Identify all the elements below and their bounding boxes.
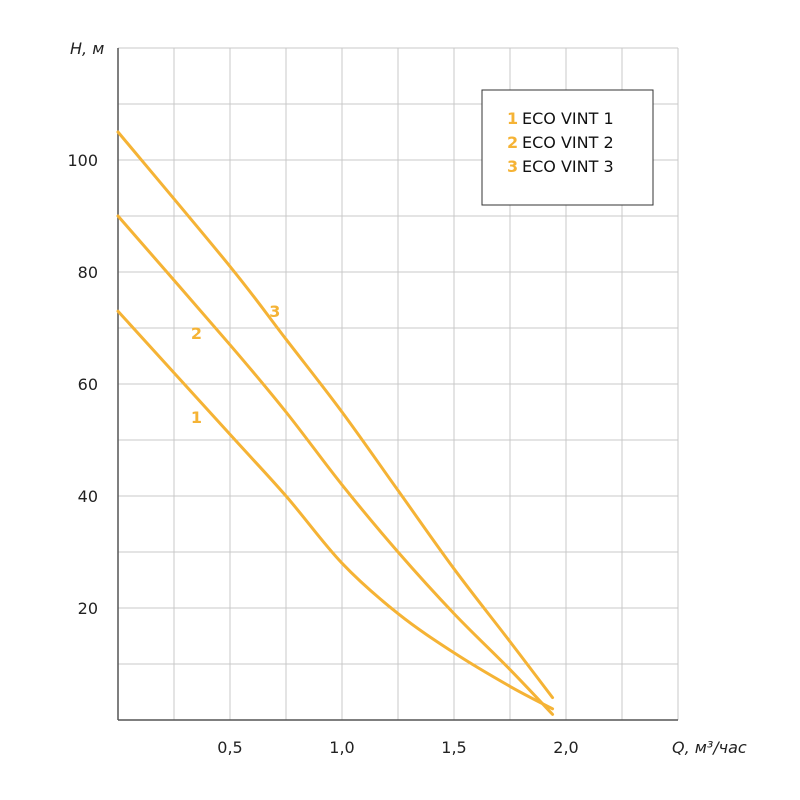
y-tick-label: 20 bbox=[78, 599, 98, 618]
curve-labels: 1 2 3 bbox=[191, 302, 281, 427]
curve-eco-vint-2 bbox=[116, 214, 555, 716]
legend-box bbox=[481, 89, 654, 206]
x-tick-label: 0,5 bbox=[217, 738, 242, 757]
axes bbox=[117, 48, 678, 721]
x-tick-label: 1,5 bbox=[441, 738, 466, 757]
y-tick-label: 60 bbox=[78, 375, 98, 394]
tick-labels: 0,5 1,0 1,5 2,0 20 40 60 80 100 bbox=[67, 151, 578, 757]
legend-item-label: ECO VINT 3 bbox=[522, 157, 614, 176]
x-axis-label: Q, м³/час bbox=[672, 738, 747, 757]
legend: 1 ECO VINT 12 ECO VINT 23 ECO VINT 3 bbox=[481, 89, 654, 206]
legend-item-number: 2 bbox=[507, 133, 518, 152]
y-tick-label: 80 bbox=[78, 263, 98, 282]
curve-number-label: 1 bbox=[191, 408, 202, 427]
x-tick-label: 1,0 bbox=[329, 738, 354, 757]
legend-item-label: ECO VINT 1 bbox=[522, 109, 614, 128]
legend-item-number: 1 bbox=[507, 109, 518, 128]
curve-eco-vint-3 bbox=[116, 130, 555, 700]
curves bbox=[116, 130, 555, 716]
curve-number-label: 2 bbox=[191, 324, 202, 343]
x-tick-label: 2,0 bbox=[553, 738, 578, 757]
legend-item-number: 3 bbox=[507, 157, 518, 176]
legend-item-label: ECO VINT 2 bbox=[522, 133, 614, 152]
y-axis-label: H, м bbox=[70, 39, 104, 58]
curve-eco-vint-1 bbox=[116, 309, 555, 711]
curve-number-label: 3 bbox=[269, 302, 280, 321]
y-tick-label: 40 bbox=[78, 487, 98, 506]
y-tick-label: 100 bbox=[67, 151, 98, 170]
